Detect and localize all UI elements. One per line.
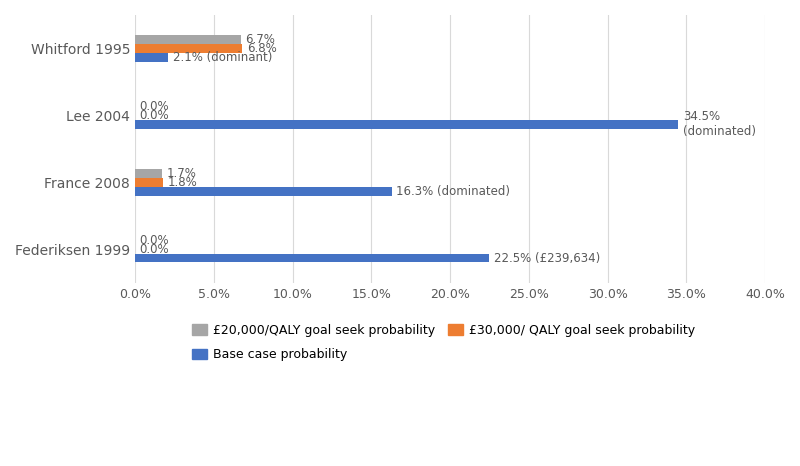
Bar <box>135 254 490 262</box>
Text: 0.0%: 0.0% <box>140 234 170 247</box>
Bar <box>135 44 242 53</box>
Text: 0.0%: 0.0% <box>140 100 170 113</box>
Bar <box>135 187 392 196</box>
Text: 34.5%
(dominated): 34.5% (dominated) <box>683 110 756 138</box>
Text: 22.5% (£239,634): 22.5% (£239,634) <box>494 252 600 265</box>
Text: 1.7%: 1.7% <box>166 167 196 180</box>
Text: 6.8%: 6.8% <box>247 42 277 55</box>
Text: 16.3% (dominated): 16.3% (dominated) <box>397 185 510 198</box>
Text: 6.7%: 6.7% <box>246 33 275 46</box>
Bar <box>135 120 678 129</box>
Bar <box>135 53 168 62</box>
Bar <box>135 35 241 44</box>
Text: 0.0%: 0.0% <box>140 243 170 256</box>
Legend: Base case probability: Base case probability <box>192 348 347 361</box>
Text: 0.0%: 0.0% <box>140 109 170 122</box>
Text: 2.1% (dominant): 2.1% (dominant) <box>173 51 272 64</box>
Bar <box>135 178 163 187</box>
Bar <box>135 169 162 178</box>
Text: 1.8%: 1.8% <box>168 176 198 189</box>
